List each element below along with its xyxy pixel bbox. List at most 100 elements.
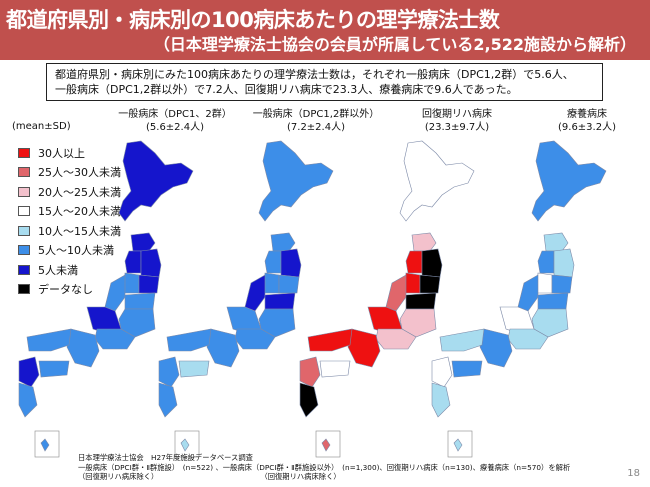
region-kyushuN <box>18 356 40 388</box>
region-hokkaido <box>118 140 194 222</box>
legend-label: 20人～25人未満 <box>38 185 121 199</box>
region-akita <box>537 250 555 274</box>
legend-swatch <box>18 264 30 275</box>
okinawa-inset-frame <box>315 430 341 458</box>
summary-box: 都道府県別・病床別にみた100病床あたりの理学療法士数は，それぞれ一般病床（DP… <box>46 63 603 101</box>
region-kinki <box>479 328 513 368</box>
region-kyushuN <box>158 356 180 388</box>
footnote-line: 日本理学療法士協会 H27年度施設データベース調査 <box>78 453 253 462</box>
region-fukushima <box>537 292 569 310</box>
region-miyagi <box>278 274 300 294</box>
footnote-line: 一般病床（DPCⅠ群・Ⅱ群施設） (n=522) 、一般病床（DPCⅠ群・Ⅱ群施… <box>78 462 571 472</box>
region-aomori <box>270 232 296 252</box>
legend-swatch <box>18 225 30 236</box>
region-hokkaido <box>531 140 607 222</box>
legend-label: 5人～10人未満 <box>38 244 114 258</box>
region-aomori <box>411 232 437 252</box>
region-shikoku <box>451 360 483 378</box>
legend-label: 15人～20人未満 <box>38 205 121 219</box>
region-hokkaido <box>258 140 334 222</box>
okinawa-inset-frame <box>447 430 473 458</box>
legend-item: 5人～10人未満 <box>18 241 121 261</box>
color-legend: 30人以上 25人～30人未満 20人～25人未満 15人～20人未満 10人～… <box>18 143 121 299</box>
source-footnote: 日本理学療法士協会 H27年度施設データベース調査 一般病床（DPCⅠ群・Ⅱ群施… <box>78 453 570 482</box>
region-fukushima <box>124 292 156 310</box>
legend-label: データなし <box>38 283 93 297</box>
title-banner: 都道府県別・病床別の100病床あたりの理学療法士数 （日本理学療法士協会の会員が… <box>0 0 650 60</box>
legend-swatch <box>18 284 30 295</box>
legend-item: 30人以上 <box>18 143 121 163</box>
legend-label: 25人～30人未満 <box>38 166 121 180</box>
map-label-dpc12: 一般病床（DPC1、2群） (5.6±2.4人) <box>110 108 240 134</box>
mean-sd-label: (mean±SD) <box>12 121 71 132</box>
slide-subtitle: （日本理学療法士協会の会員が所属している2,522施設から解析） <box>153 35 636 54</box>
region-kyushuS <box>431 382 451 418</box>
region-shikoku <box>319 360 351 378</box>
region-shikoku <box>38 360 70 378</box>
legend-label: 10人～15人未満 <box>38 224 121 238</box>
legend-item: 20人～25人未満 <box>18 182 121 202</box>
region-hokkaido <box>399 140 475 222</box>
legend-item: データなし <box>18 280 121 300</box>
region-niigata <box>244 274 266 312</box>
region-kyushuN <box>431 356 453 388</box>
map-value: (9.6±3.2人) <box>558 122 616 133</box>
region-iwate <box>553 248 575 278</box>
region-kinki <box>347 328 381 368</box>
region-yamagata <box>535 272 553 294</box>
region-okinawa <box>321 438 331 452</box>
region-kyushuN <box>299 356 321 388</box>
region-kinki <box>66 328 100 368</box>
legend-item: 15人～20人未満 <box>18 202 121 222</box>
japan-map-general <box>158 140 334 458</box>
map-value: (23.3±9.7人) <box>424 122 490 133</box>
region-okinawa <box>453 438 463 452</box>
legend-swatch <box>18 206 30 217</box>
region-yamagata <box>122 272 140 294</box>
map-label-rehab: 回復期リハ病床 (23.3±9.7人) <box>392 108 522 134</box>
legend-label: 5人未満 <box>38 263 78 277</box>
map-value: (7.2±2.4人) <box>287 122 345 133</box>
summary-line-2: 一般病床（DPC1,2群以外）で7.2人、回復期リハ病床で23.3人、療養病床で… <box>55 83 518 96</box>
region-iwate <box>280 248 302 278</box>
map-name: 療養病床 <box>567 109 607 120</box>
region-aomori <box>130 232 156 252</box>
legend-swatch <box>18 245 30 256</box>
japan-map-rehab <box>299 140 475 458</box>
legend-item: 25人～30人未満 <box>18 163 121 183</box>
region-akita <box>405 250 423 274</box>
footnote-line: （回復期リハ病床除く） （回復期リハ病床除く） <box>78 472 341 481</box>
region-aomori <box>543 232 569 252</box>
okinawa-inset-frame <box>174 430 200 458</box>
okinawa-inset-frame <box>34 430 60 458</box>
map-label-ryoyo: 療養病床 (9.6±3.2人) <box>522 108 650 134</box>
region-chugoku <box>439 328 485 352</box>
region-miyagi <box>419 274 441 294</box>
region-yamagata <box>403 272 421 294</box>
map-value: (5.6±2.4人) <box>146 122 204 133</box>
slide-title: 都道府県別・病床別の100病床あたりの理学療法士数 <box>6 8 500 32</box>
japan-map-dpc12 <box>18 140 194 458</box>
region-kyushuS <box>18 382 38 418</box>
region-iwate <box>421 248 443 278</box>
region-kyushuS <box>299 382 319 418</box>
region-miyagi <box>551 274 573 294</box>
region-chugoku <box>166 328 212 352</box>
region-kinki <box>206 328 240 368</box>
map-name: 回復期リハ病床 <box>422 109 492 120</box>
region-akita <box>264 250 282 274</box>
region-fukushima <box>264 292 296 310</box>
region-okinawa <box>40 438 50 452</box>
map-name: 一般病床（DPC1,2群以外） <box>252 109 380 120</box>
legend-swatch <box>18 147 30 158</box>
region-chugoku <box>26 328 72 352</box>
region-niigata <box>385 274 407 312</box>
summary-line-1: 都道府県別・病床別にみた100病床あたりの理学療法士数は，それぞれ一般病床（DP… <box>55 68 574 81</box>
legend-item: 5人未満 <box>18 260 121 280</box>
legend-swatch <box>18 167 30 178</box>
legend-item: 10人～15人未満 <box>18 221 121 241</box>
region-kyushuS <box>158 382 178 418</box>
region-okinawa <box>180 438 190 452</box>
region-shikoku <box>178 360 210 378</box>
map-name: 一般病床（DPC1、2群） <box>118 109 232 120</box>
